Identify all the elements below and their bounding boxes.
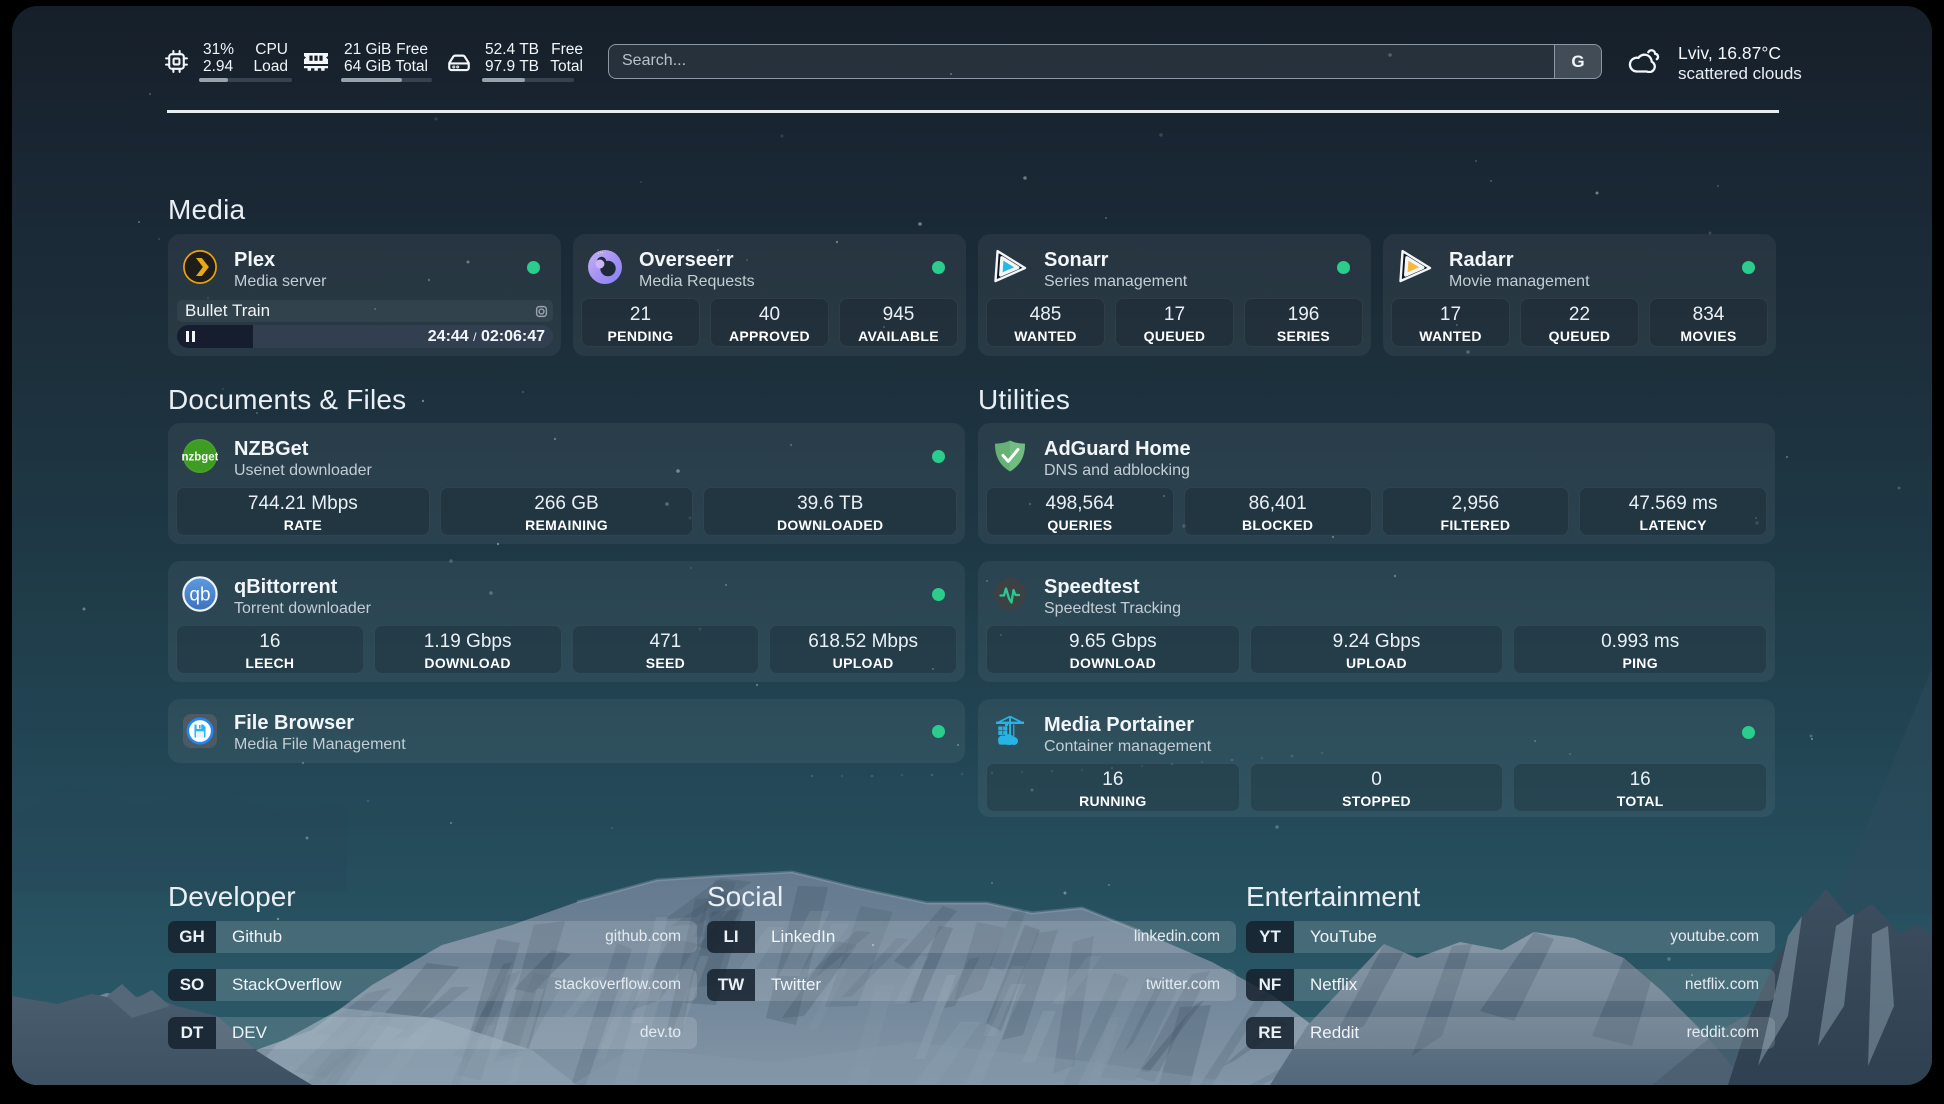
- svg-text:nzbget: nzbget: [182, 452, 218, 464]
- svg-text:qb: qb: [189, 585, 210, 606]
